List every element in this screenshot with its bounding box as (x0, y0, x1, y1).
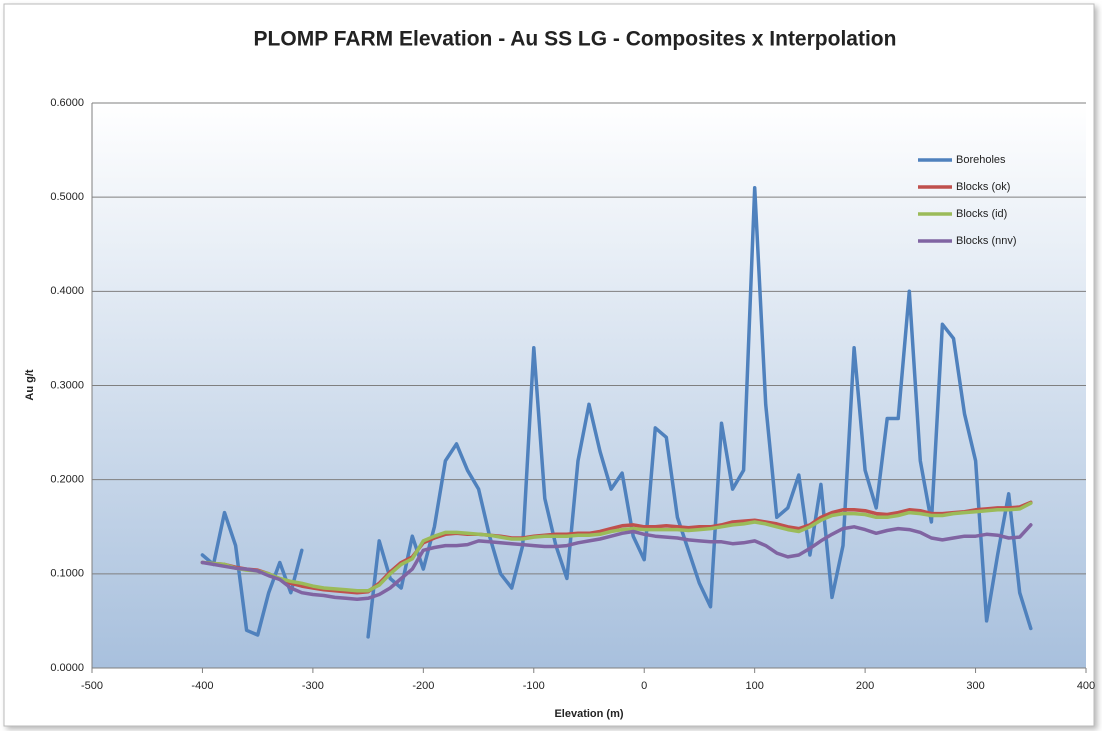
legend-label: Blocks (id) (956, 208, 1007, 220)
series-line (200, 500, 1033, 595)
y-tick-label: 0.5000 (50, 191, 84, 203)
x-tick-label: 300 (966, 680, 984, 692)
x-tick-label: -400 (191, 680, 213, 692)
legend-label: Boreholes (956, 154, 1006, 166)
y-tick-label: 0.6000 (50, 97, 84, 109)
y-tick-label: 0.4000 (50, 285, 84, 297)
x-tick-label: -500 (81, 680, 103, 692)
y-tick-label: 0.0000 (50, 662, 84, 674)
y-tick-label: 0.3000 (50, 379, 84, 391)
legend-label: Blocks (ok) (956, 181, 1010, 193)
x-tick-label: 0 (641, 680, 647, 692)
x-tick-label: 400 (1077, 680, 1095, 692)
series-line (200, 523, 1033, 602)
chart-title: PLOMP FARM Elevation - Au SS LG - Compos… (254, 28, 897, 51)
series-line (200, 501, 1033, 593)
y-axis-label: Au g/t (24, 369, 36, 400)
x-tick-label: 100 (745, 680, 763, 692)
y-tick-label: 0.1000 (50, 568, 84, 580)
x-axis-label: Elevation (m) (554, 708, 623, 720)
y-tick-label: 0.2000 (50, 474, 84, 486)
legend-label: Blocks (nnv) (956, 235, 1017, 247)
x-tick-label: -200 (412, 680, 434, 692)
x-tick-label: -100 (523, 680, 545, 692)
x-tick-label: 200 (856, 680, 874, 692)
x-tick-label: -300 (302, 680, 324, 692)
series-line (200, 185, 1033, 639)
